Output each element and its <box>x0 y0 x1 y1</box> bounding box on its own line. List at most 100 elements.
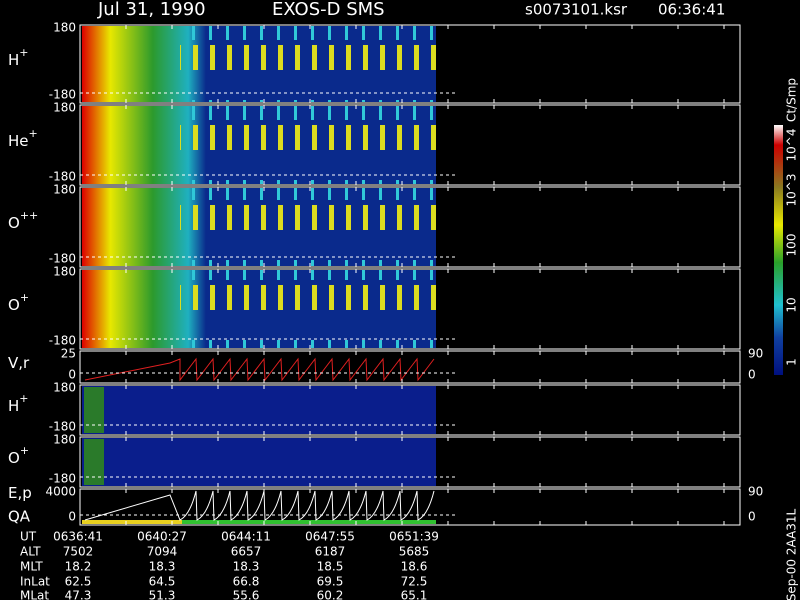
panel-frame <box>79 488 741 526</box>
footer-value: 60.2 <box>317 589 344 600</box>
axis-bottom: -180 <box>49 420 76 434</box>
time: 06:36:41 <box>658 1 725 19</box>
footer-value: 64.5 <box>149 575 176 589</box>
axis-top: 25 <box>61 347 76 361</box>
panel-frame <box>79 436 741 488</box>
axis-bottom: 0 <box>68 368 76 382</box>
footer-value: 0636:41 <box>53 530 103 544</box>
spectrogram <box>82 386 436 434</box>
axis-bottom: -180 <box>49 334 76 348</box>
footer-value: 66.8 <box>233 575 260 589</box>
panel-label: V,r <box>8 354 30 372</box>
panel-label: O+ <box>8 444 29 467</box>
panel-frame <box>79 186 741 268</box>
footer-value: 6187 <box>315 545 346 559</box>
footer-label: InLat <box>20 575 50 589</box>
footer-label: MLT <box>20 560 43 574</box>
colorbar-label: 100 <box>785 234 799 257</box>
footer-value: 18.6 <box>401 560 428 574</box>
label-text: O <box>8 296 20 314</box>
footer-value: 47.3 <box>65 589 92 600</box>
footer-label: UT <box>20 530 37 544</box>
right-axis-top: 90 <box>748 347 763 361</box>
colorbar-label: 10^3 <box>785 174 799 207</box>
label-text: H <box>8 51 19 69</box>
footer-value: 62.5 <box>65 575 92 589</box>
spectrogram-bursts <box>180 106 436 184</box>
label-text: V,r <box>8 354 30 372</box>
panel-label: O++ <box>8 209 38 232</box>
colorbar-unit: Ct/Smp <box>785 78 799 122</box>
axis-bottom: -180 <box>49 472 76 486</box>
panel-label: O+ <box>8 291 29 314</box>
label-text: He <box>8 132 29 150</box>
axis-bottom: 0 <box>68 510 76 524</box>
panel-label2: QA <box>8 508 31 526</box>
label-charge: + <box>19 46 28 59</box>
footer-value: 65.1 <box>401 589 428 600</box>
label-text: O <box>8 449 20 467</box>
panel-frame <box>79 24 741 104</box>
label-text: O <box>8 214 20 232</box>
spectrogram-bursts <box>180 270 436 348</box>
label-charge: + <box>20 444 29 457</box>
footer-value: 18.2 <box>65 560 92 574</box>
footer-value: 0640:27 <box>137 530 187 544</box>
qa-bar <box>82 520 182 524</box>
panel-label: He+ <box>8 127 38 150</box>
panel-label: H+ <box>8 392 29 415</box>
footer-value: 0647:55 <box>305 530 355 544</box>
footer-value: 0651:39 <box>389 530 439 544</box>
date: Jul 31, 1990 <box>97 0 206 20</box>
panel-frame <box>79 268 741 350</box>
panel-frame <box>79 350 741 384</box>
footer-value: 7094 <box>147 545 178 559</box>
spectrogram <box>82 438 436 486</box>
energy-trace <box>84 490 435 521</box>
label-charge: + <box>20 291 29 304</box>
footer-value: 51.3 <box>149 589 176 600</box>
right-axis-top: 90 <box>748 485 763 499</box>
axis-top: 180 <box>53 433 76 447</box>
footer-value: 5685 <box>399 545 430 559</box>
spectrogram-edge <box>84 439 104 485</box>
axis-bottom: -180 <box>49 88 76 102</box>
footer-value: 6657 <box>231 545 262 559</box>
file: s0073101.ksr <box>525 1 628 19</box>
footer-value: 18.3 <box>149 560 176 574</box>
footer-label: MLat <box>20 589 49 600</box>
axis-top: 180 <box>53 381 76 395</box>
panel-label: H+ <box>8 46 29 69</box>
footer-value: 69.5 <box>317 575 344 589</box>
label-text: H <box>8 397 19 415</box>
panel-frame <box>79 384 741 436</box>
colorbar <box>774 125 783 375</box>
footer-label: ALT <box>20 545 41 559</box>
panel-frame <box>79 104 741 186</box>
axis-top: 4000 <box>45 485 76 499</box>
label-charge: + <box>19 392 28 405</box>
axis-top: 180 <box>53 21 76 35</box>
colorbar-label: 10^4 <box>785 129 799 162</box>
label-text: E,p <box>8 484 32 502</box>
axis-top: 180 <box>53 183 76 197</box>
qa-bar <box>182 520 436 524</box>
panel-label: E,p <box>8 484 32 502</box>
axis-top: 180 <box>53 265 76 279</box>
footer-value: 18.5 <box>317 560 344 574</box>
axis-bottom: -180 <box>49 170 76 184</box>
colorbar-label: 1 <box>785 358 799 366</box>
right-axis-bottom: 0 <box>748 510 756 524</box>
footer-value: 7502 <box>63 545 94 559</box>
footer-value: 18.3 <box>233 560 260 574</box>
label-charge: ++ <box>20 209 38 222</box>
axis-top: 180 <box>53 101 76 115</box>
side-note: Sep-00 2AA31L <box>785 509 799 600</box>
right-axis-bottom: 0 <box>748 368 756 382</box>
footer-value: 72.5 <box>401 575 428 589</box>
label-charge: + <box>29 127 38 140</box>
instrument: EXOS-D SMS <box>272 0 385 20</box>
velocity-trace <box>84 357 435 382</box>
footer-value: 55.6 <box>233 589 260 600</box>
